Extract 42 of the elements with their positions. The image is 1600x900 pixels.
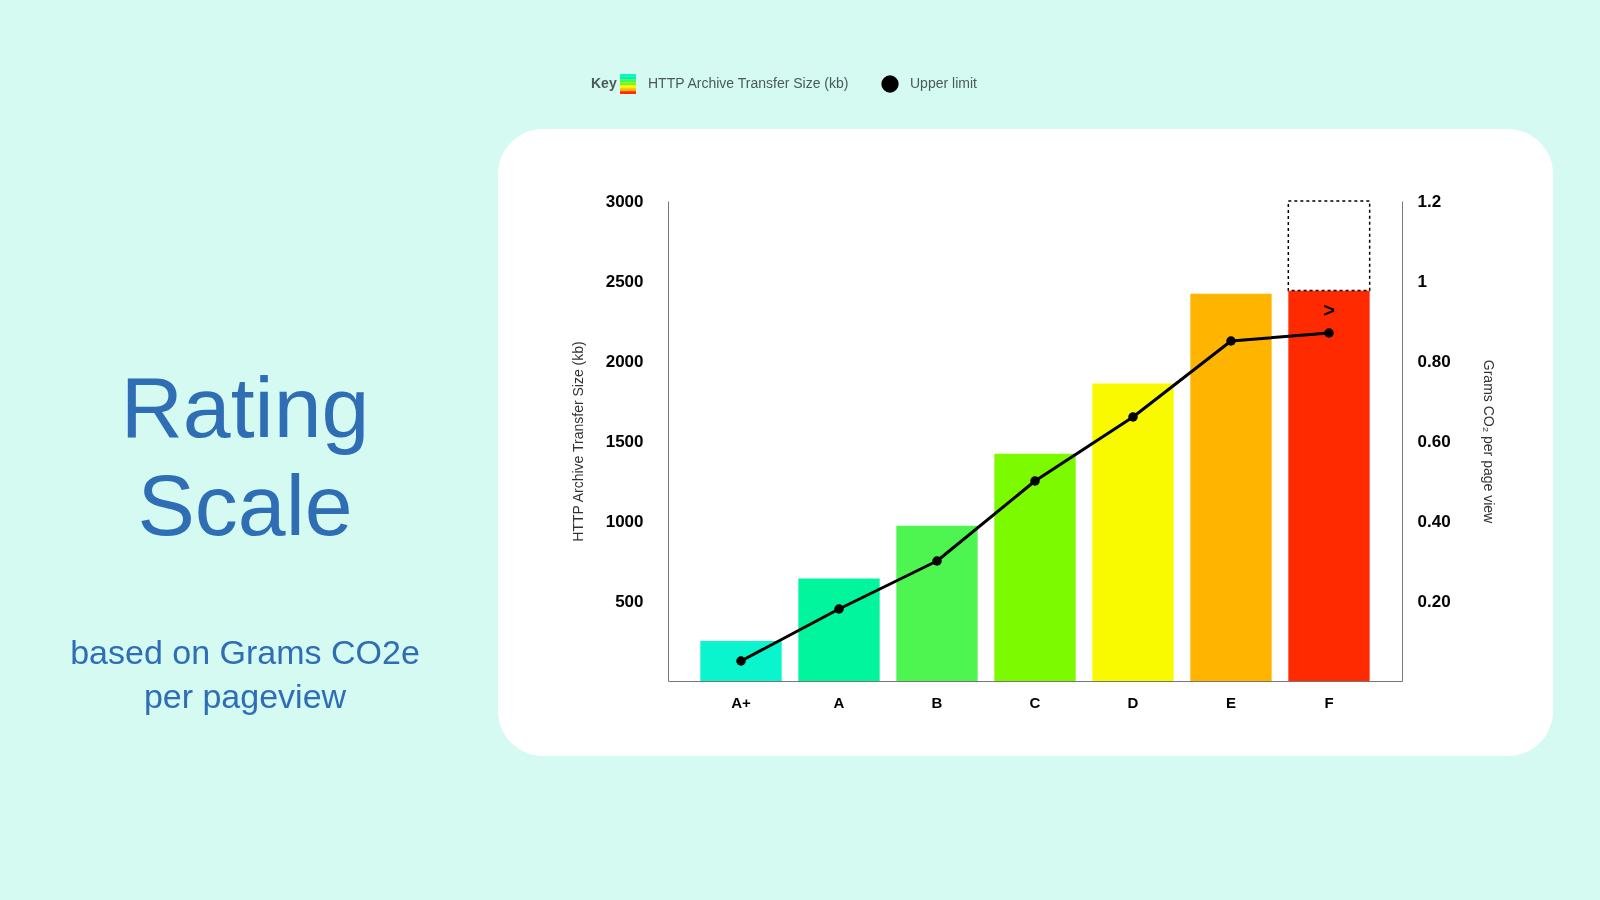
point bbox=[1030, 476, 1040, 486]
y2-tick-label: 0.60 bbox=[1417, 431, 1451, 451]
y-tick-label: 2500 bbox=[605, 271, 644, 291]
y2-axis-title: Grams CO₂ per page view bbox=[1480, 359, 1497, 525]
text: Rating Scale bbox=[120, 359, 370, 553]
bar bbox=[1092, 383, 1174, 681]
point bbox=[932, 556, 942, 566]
legend-label: HTTP Archive Transfer Size (kb) bbox=[648, 75, 849, 91]
bar bbox=[994, 453, 1076, 681]
y-tick-label: 1000 bbox=[605, 511, 644, 531]
x-tick-label: E bbox=[1225, 693, 1236, 711]
y2-tick-label: 0.40 bbox=[1417, 511, 1451, 531]
point bbox=[1226, 336, 1236, 346]
bar bbox=[1190, 293, 1272, 681]
y2-tick-label: 1.2 bbox=[1417, 191, 1442, 211]
y2-tick-label: 0.20 bbox=[1417, 591, 1451, 611]
point bbox=[1128, 412, 1138, 422]
bar bbox=[798, 578, 880, 681]
text: based on Grams CO2e per pageview bbox=[70, 633, 420, 715]
y-tick-label: 3000 bbox=[605, 191, 644, 211]
point bbox=[1324, 328, 1334, 338]
y-axis-title: HTTP Archive Transfer Size (kb) bbox=[569, 341, 586, 542]
y2-tick-label: 0.80 bbox=[1417, 351, 1451, 371]
bar bbox=[1288, 290, 1370, 681]
y-tick-label: 1500 bbox=[605, 431, 644, 451]
x-tick-label: F bbox=[1324, 693, 1334, 711]
point bbox=[834, 604, 844, 614]
x-tick-label: A bbox=[833, 693, 845, 711]
x-tick-label: B bbox=[931, 693, 943, 711]
legend-title: Key bbox=[591, 75, 617, 91]
y-tick-label: 2000 bbox=[605, 351, 644, 371]
y2-tick-label: 1 bbox=[1417, 271, 1427, 291]
y-tick-label: 500 bbox=[615, 591, 644, 611]
bar bbox=[700, 641, 782, 681]
x-tick-label: D bbox=[1127, 693, 1139, 711]
x-tick-label: A+ bbox=[731, 693, 752, 711]
annotation: > bbox=[1323, 299, 1335, 321]
bar bbox=[896, 525, 978, 681]
x-tick-label: C bbox=[1029, 693, 1041, 711]
bar bbox=[1287, 200, 1371, 292]
legend-label: Upper limit bbox=[910, 75, 978, 91]
point bbox=[736, 656, 746, 666]
